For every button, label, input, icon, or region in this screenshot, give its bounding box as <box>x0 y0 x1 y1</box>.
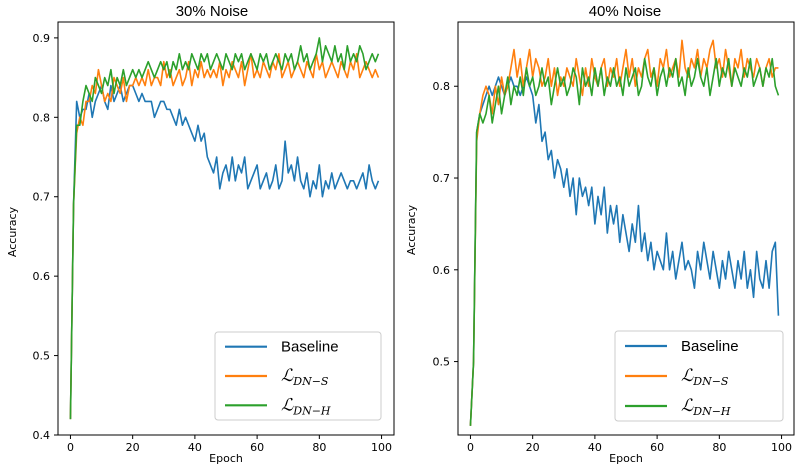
y-tick-label: 0.6 <box>33 270 51 283</box>
y-tick-label: 0.5 <box>433 356 451 369</box>
y-tick-label: 0.6 <box>433 264 451 277</box>
series-group <box>469 39 780 426</box>
plot-frame <box>57 21 395 436</box>
x-tick-label: 40 <box>188 441 202 454</box>
legend-label: ℒDN−H <box>281 395 331 417</box>
legend-box <box>614 330 784 422</box>
series-group <box>69 37 380 420</box>
series-line-l-dn-s <box>69 52 380 420</box>
legend-label: Baseline <box>681 338 739 355</box>
y-tick-label: 0.9 <box>33 32 51 45</box>
x-tick-label: 100 <box>371 441 392 454</box>
x-tick-label: 60 <box>250 441 264 454</box>
series-line-l-dn-h <box>469 57 780 426</box>
legend-box <box>214 331 382 421</box>
series-line-baseline <box>69 84 380 420</box>
y-tick-label: 0.5 <box>33 350 51 363</box>
legend-label: ℒDN−H <box>681 396 731 418</box>
y-axis-label: Accuracy <box>405 204 418 255</box>
x-tick-label: 80 <box>712 441 726 454</box>
x-tick-label: 20 <box>526 441 540 454</box>
x-tick-label: 100 <box>771 441 792 454</box>
chart-title: 40% Noise <box>589 3 662 20</box>
legend: Baseline ℒDN−S ℒDN−H <box>614 330 784 422</box>
y-tick-label: 0.7 <box>433 172 451 185</box>
x-tick-label: 0 <box>467 441 474 454</box>
x-tick-label: 20 <box>126 441 140 454</box>
x-axis-label: Epoch <box>609 452 643 465</box>
x-tick-label: 60 <box>650 441 664 454</box>
series-line-l-dn-h <box>69 37 380 420</box>
y-tick-label: 0.8 <box>33 111 51 124</box>
x-tick-label: 80 <box>312 441 326 454</box>
chart-30-noise: 30% Noise Epoch Accuracy 0 20 40 60 80 100 0.4… <box>6 3 395 465</box>
y-tick-label: 0.7 <box>33 191 51 204</box>
y-axis-label: Accuracy <box>6 206 19 257</box>
x-tick-label: 40 <box>588 441 602 454</box>
legend-label: ℒDN−S <box>281 366 329 388</box>
y-tick-label: 0.8 <box>433 80 451 93</box>
legend: Baseline ℒDN−S ℒDN−H <box>214 331 382 421</box>
y-tick-label: 0.4 <box>33 429 51 442</box>
x-axis-label: Epoch <box>209 452 243 465</box>
legend-label: Baseline <box>281 339 339 356</box>
chart-title: 30% Noise <box>176 3 249 20</box>
series-line-l-dn-s <box>469 39 779 426</box>
legend-label: ℒDN−S <box>681 366 729 388</box>
x-tick-label: 0 <box>67 441 74 454</box>
plot-frame <box>457 21 795 436</box>
chart-40-noise: 40% Noise Epoch Accuracy 0 20 40 60 80 100 0.5… <box>405 3 795 465</box>
